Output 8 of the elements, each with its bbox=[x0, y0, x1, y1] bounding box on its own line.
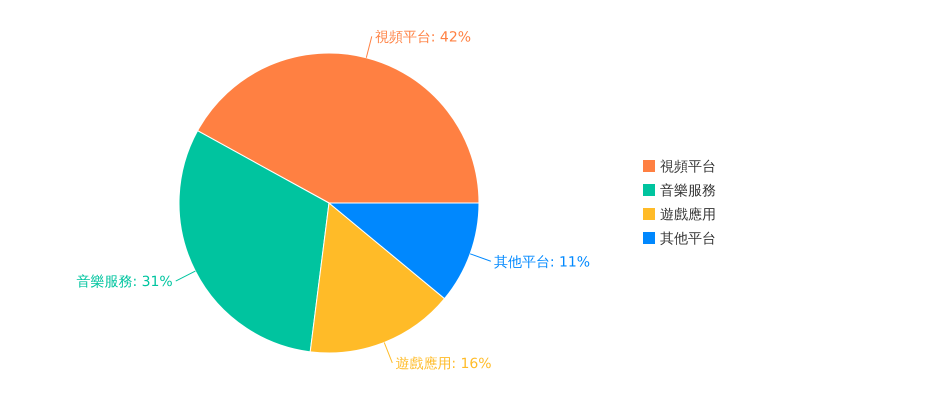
legend-label: 音樂服務 bbox=[660, 183, 716, 199]
data-label: 視頻平台: 42% bbox=[374, 29, 472, 46]
data-label: 其他平台: 11% bbox=[494, 254, 590, 270]
data-label: 遊戲應用: 16% bbox=[395, 356, 492, 372]
legend-label: 視頻平台 bbox=[660, 159, 716, 175]
legend-label: 遊戲應用 bbox=[660, 207, 716, 223]
data-label: 音樂服務: 31% bbox=[76, 274, 173, 290]
legend-label: 其他平台 bbox=[660, 231, 716, 247]
